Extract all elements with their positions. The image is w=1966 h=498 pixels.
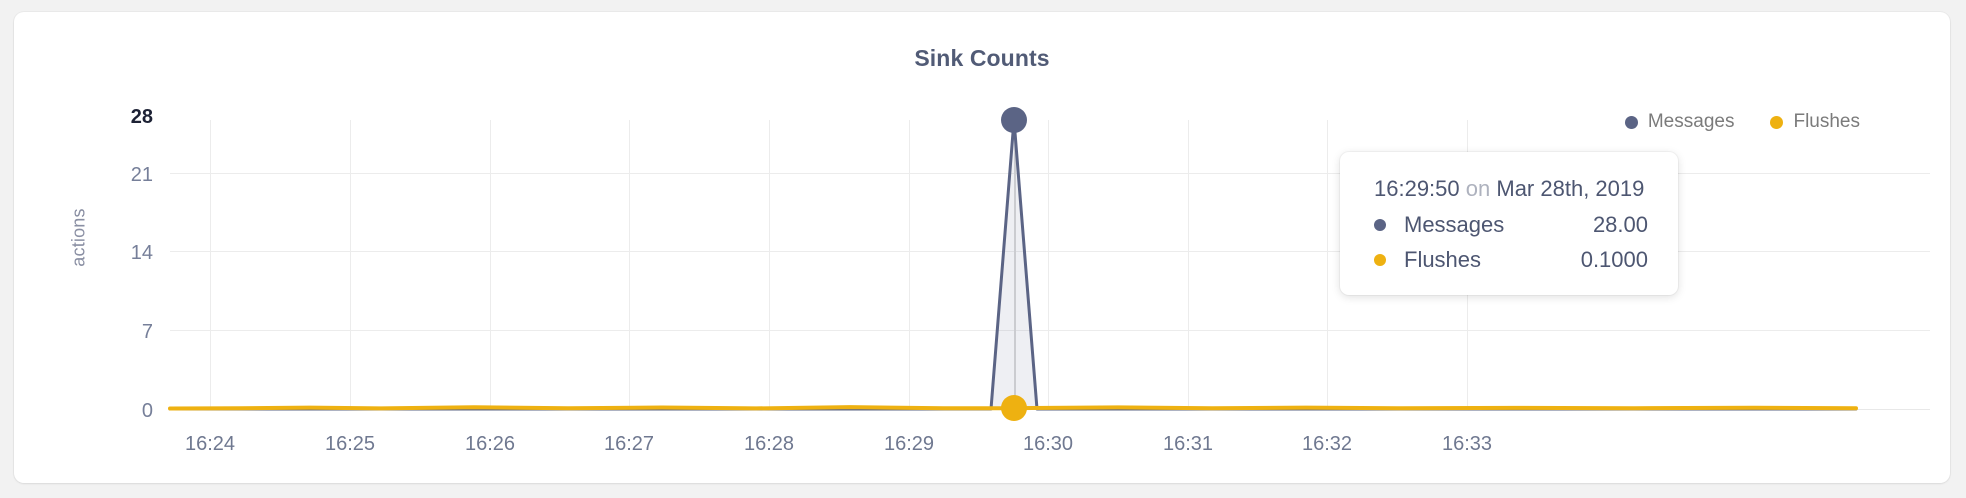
tooltip-header: 16:29:50 on Mar 28th, 2019 [1374, 176, 1648, 202]
gridline-x-1631 [1188, 120, 1189, 409]
tooltip-time: 16:29:50 [1374, 176, 1460, 201]
marker-flushes-hover [1001, 395, 1027, 421]
x-tick-1624: 16:24 [184, 433, 236, 455]
x-tick-1632: 16:32 [1301, 433, 1353, 455]
tooltip-name-flushes: Flushes [1404, 247, 1482, 272]
legend-item-messages[interactable]: Messages [1624, 111, 1735, 133]
tooltip-value-flushes: 0.1000 [1580, 247, 1648, 272]
x-tick-1626: 16:26 [464, 433, 516, 455]
legend-dot-flushes [1770, 115, 1784, 129]
y-tick-14: 14 [130, 242, 153, 264]
x-tick-1627: 16:27 [603, 433, 655, 455]
tooltip-row-messages: Messages 28.00 [1374, 212, 1648, 238]
gridline-x-1626 [490, 120, 491, 409]
tooltip-dot-flushes [1374, 254, 1386, 266]
legend-dot-messages [1624, 115, 1638, 129]
tooltip-value-messages: 28.00 [1592, 212, 1648, 237]
x-tick-1625: 16:25 [324, 433, 376, 455]
legend-label-messages: Messages [1647, 111, 1735, 132]
x-tick-1628: 16:28 [743, 433, 795, 455]
tooltip-conjunction: on [1465, 176, 1491, 201]
plot-area[interactable]: actions 28 21 14 7 0 16:24 1 [14, 12, 1950, 483]
gridline-7 [170, 330, 1930, 331]
x-tick-1629: 16:29 [883, 433, 935, 455]
tooltip-row-flushes: Flushes 0.1000 [1374, 247, 1648, 273]
y-tick-28: 28 [130, 106, 153, 128]
y-tick-0: 0 [141, 400, 153, 422]
chart-legend: Messages Flushes [1624, 111, 1860, 133]
tooltip-name-messages: Messages [1404, 212, 1505, 237]
legend-item-flushes[interactable]: Flushes [1770, 111, 1860, 133]
gridline-x-1632 [1327, 120, 1328, 409]
series-messages-fill [170, 120, 1856, 409]
x-tick-1633: 16:33 [1441, 433, 1493, 455]
x-tick-1631: 16:31 [1162, 433, 1214, 455]
tooltip-dot-messages [1374, 219, 1386, 231]
hover-crosshair [1014, 120, 1016, 409]
x-tick-1630: 16:30 [1022, 433, 1074, 455]
gridline-14 [170, 251, 1930, 252]
series-canvas [168, 107, 1858, 421]
y-tick-7: 7 [141, 321, 153, 343]
gridline-x-1624 [210, 120, 211, 409]
tooltip-date: Mar 28th, 2019 [1496, 176, 1645, 201]
page-title: Sink Counts [914, 45, 1050, 71]
gridline-x-1625 [350, 120, 351, 409]
chart-card: Sink Counts Messages Flushes actions [14, 12, 1950, 483]
gridline-x-1627 [629, 120, 630, 409]
gridline-x-1628 [769, 120, 770, 409]
hover-tooltip: 16:29:50 on Mar 28th, 2019 Messages 28.0… [1340, 152, 1678, 295]
marker-messages-hover [1001, 107, 1027, 133]
gridline-x-1629 [909, 120, 910, 409]
legend-label-flushes: Flushes [1793, 111, 1860, 132]
y-tick-21: 21 [130, 164, 153, 186]
gridline-x-1630 [1048, 120, 1049, 409]
series-flushes-line [168, 405, 1858, 411]
gridline-21 [170, 173, 1930, 174]
